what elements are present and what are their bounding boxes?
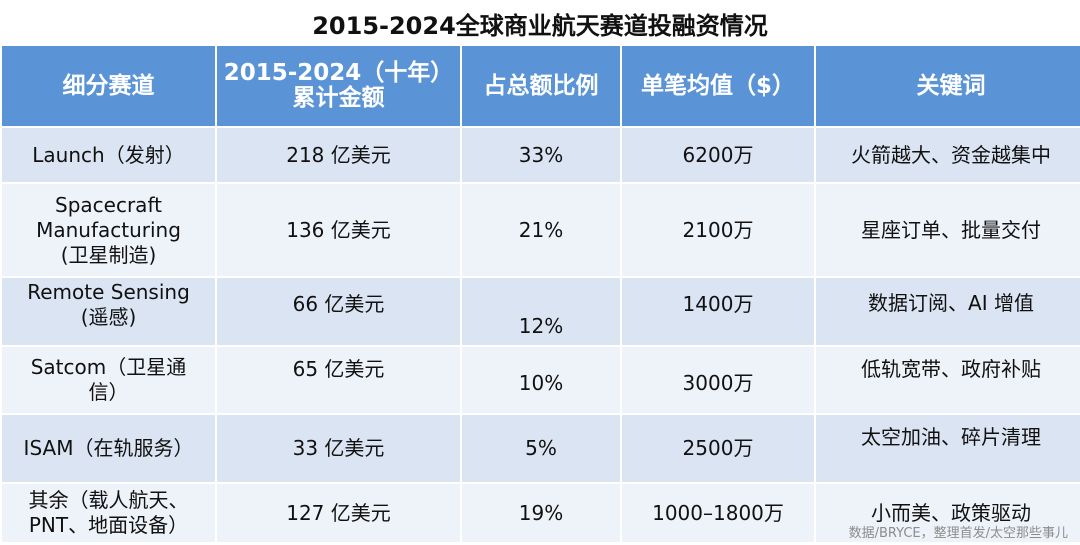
table-row-6-segment: 其余（载人航天、 PNT、地面设备）	[2, 484, 215, 542]
header-segment: 细分赛道	[2, 46, 215, 126]
header-avg: 单笔均值（$）	[622, 46, 814, 126]
page-title: 2015-2024全球商业航天赛道投融资情况	[312, 11, 768, 40]
table-row-1-avg: 6200万	[622, 128, 814, 182]
header-keywords: 关键词	[816, 46, 1080, 126]
table-row-2-share: 21%	[462, 184, 620, 276]
table-row-1-segment: Launch（发射）	[2, 128, 215, 182]
table-row-2-avg: 2100万	[622, 184, 814, 276]
table-row-6-avg: 1000–1800万	[622, 484, 814, 542]
table-row-4-share: 10%	[462, 347, 620, 413]
table-row-5-amount: 33 亿美元	[217, 415, 460, 482]
table-row-4-amount: 65 亿美元	[217, 347, 460, 413]
table-row-3-avg: 1400万	[622, 278, 814, 345]
table-row-4-keywords: 低轨宽带、政府补贴	[816, 347, 1080, 413]
table-row-5-keywords: 太空加油、碎片清理	[816, 415, 1080, 482]
table-row-3-amount: 66 亿美元	[217, 278, 460, 345]
table-row-5-avg: 2500万	[622, 415, 814, 482]
table-row-6-keywords: 小而美、政策驱动	[816, 484, 1080, 542]
table-row-3-keywords: 数据订阅、AI 增值	[816, 278, 1080, 345]
table-row-6-share: 19%	[462, 484, 620, 542]
header-amount: 2015-2024（十年） 累计金额	[217, 46, 460, 126]
table-row-6-amount: 127 亿美元	[217, 484, 460, 542]
table-row-1-share: 33%	[462, 128, 620, 182]
table-row-4-segment: Satcom（卫星通 信）	[2, 347, 215, 413]
table-row-4-avg: 3000万	[622, 347, 814, 413]
table-row-1-keywords: 火箭越大、资金越集中	[816, 128, 1080, 182]
table-row-2-amount: 136 亿美元	[217, 184, 460, 276]
table-row-2-segment: Spacecraft Manufacturing (卫星制造)	[2, 184, 215, 276]
table-row-5-share: 5%	[462, 415, 620, 482]
table-row-3-segment: Remote Sensing (遥感)	[2, 278, 215, 345]
table-row-5-segment: ISAM（在轨服务）	[2, 415, 215, 482]
header-share: 占总额比例	[462, 46, 620, 126]
table-row-3-share: 12%	[462, 278, 620, 345]
source-note: 数据/BRYCE，整理首发/太空那些事儿	[848, 526, 1068, 541]
table-row-2-keywords: 星座订单、批量交付	[816, 184, 1080, 276]
investment-table: 细分赛道 2015-2024（十年） 累计金额 占总额比例 单笔均值（$） 关键…	[2, 46, 1080, 542]
table-row-1-amount: 218 亿美元	[217, 128, 460, 182]
